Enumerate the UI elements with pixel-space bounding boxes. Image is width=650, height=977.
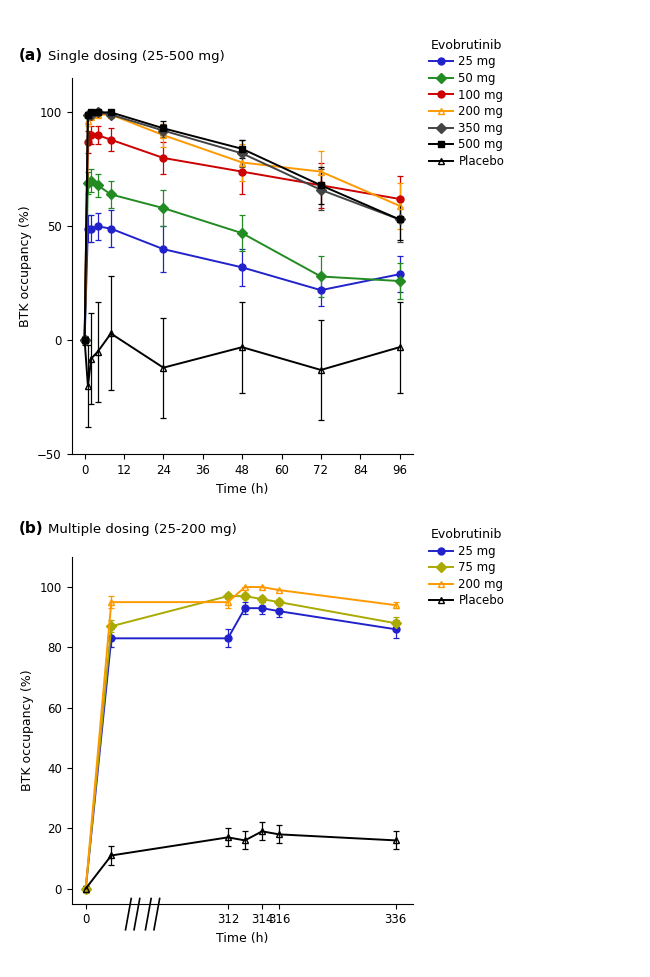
Text: Multiple dosing (25-200 mg): Multiple dosing (25-200 mg): [47, 523, 237, 536]
X-axis label: Time (h): Time (h): [216, 483, 268, 495]
Bar: [147, 924, 158, 938]
Text: (b): (b): [19, 521, 44, 536]
X-axis label: Time (h): Time (h): [216, 932, 268, 945]
Legend: 25 mg, 75 mg, 200 mg, Placebo: 25 mg, 75 mg, 200 mg, Placebo: [429, 529, 504, 608]
Text: (a): (a): [19, 48, 43, 64]
Legend: 25 mg, 50 mg, 100 mg, 200 mg, 350 mg, 500 mg, Placebo: 25 mg, 50 mg, 100 mg, 200 mg, 350 mg, 50…: [429, 39, 504, 168]
Bar: [127, 924, 138, 938]
Y-axis label: BTK occupancy (%): BTK occupancy (%): [19, 205, 32, 327]
Y-axis label: BTK occupancy (%): BTK occupancy (%): [21, 669, 34, 791]
Text: Single dosing (25-500 mg): Single dosing (25-500 mg): [47, 50, 224, 64]
